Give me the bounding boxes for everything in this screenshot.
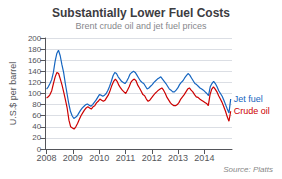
svg-text:0: 0	[36, 144, 42, 154]
svg-text:2008: 2008	[37, 153, 57, 163]
svg-text:U.S.$ per barrel: U.S.$ per barrel	[8, 62, 18, 126]
svg-text:2010: 2010	[89, 153, 109, 163]
svg-text:20: 20	[32, 133, 41, 142]
svg-text:80: 80	[32, 100, 41, 109]
svg-text:2009: 2009	[63, 153, 83, 163]
svg-text:140: 140	[28, 67, 42, 76]
svg-text:40: 40	[32, 122, 41, 131]
svg-text:100: 100	[28, 89, 42, 98]
svg-text:Crude oil: Crude oil	[234, 106, 270, 116]
svg-text:120: 120	[28, 78, 42, 87]
svg-text:2012: 2012	[142, 153, 162, 163]
svg-text:200: 200	[28, 34, 42, 43]
svg-text:160: 160	[28, 56, 42, 65]
svg-text:2013: 2013	[168, 153, 188, 163]
svg-text:Substantially Lower Fuel Costs: Substantially Lower Fuel Costs	[52, 6, 230, 20]
svg-text:Brent crude oil and jet fuel p: Brent crude oil and jet fuel prices	[75, 21, 207, 31]
svg-text:180: 180	[28, 45, 42, 54]
svg-text:Source: Platts: Source: Platts	[223, 165, 273, 174]
svg-text:60: 60	[32, 111, 41, 120]
svg-text:2011: 2011	[116, 153, 135, 163]
svg-text:2014: 2014	[194, 153, 214, 163]
svg-text:Jet fuel: Jet fuel	[234, 94, 263, 104]
